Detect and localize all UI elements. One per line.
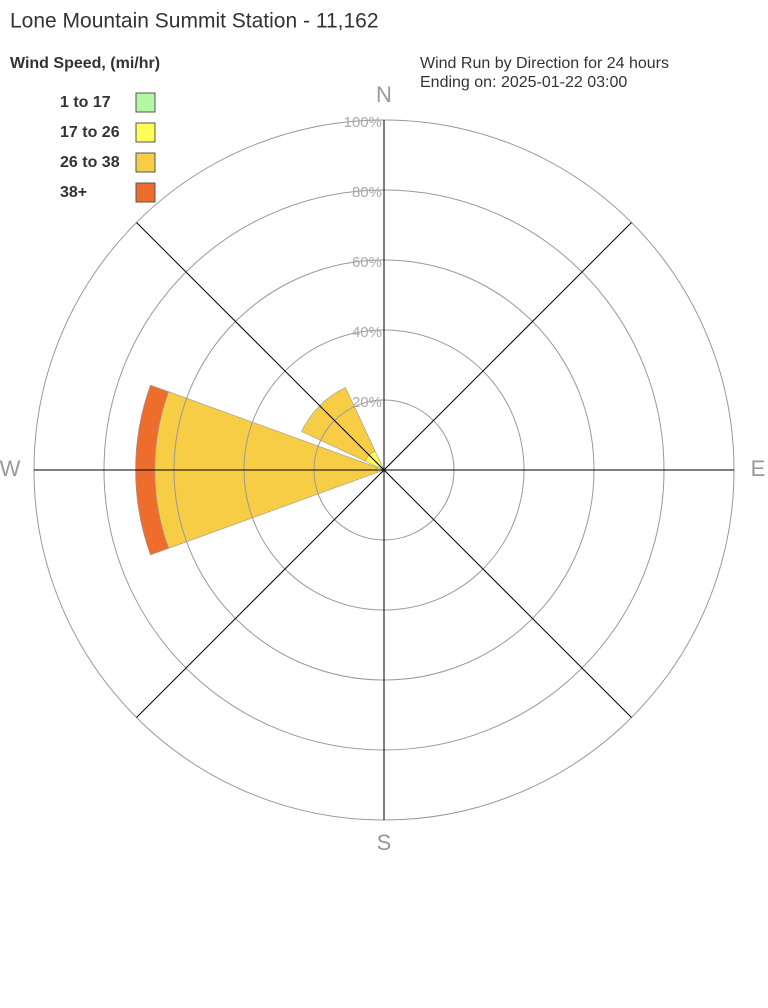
legend-label: 38+ bbox=[60, 184, 87, 201]
chart-title: Lone Mountain Summit Station - 11,162 bbox=[10, 10, 379, 33]
r-tick-label: 20% bbox=[352, 394, 382, 411]
r-tick-label: 40% bbox=[352, 324, 382, 341]
direction-label: N bbox=[376, 82, 392, 107]
legend-swatch bbox=[135, 182, 156, 203]
r-tick-label: 80% bbox=[352, 184, 382, 201]
r-tick-label: 100% bbox=[344, 114, 382, 131]
direction-label: W bbox=[0, 456, 21, 481]
direction-label: E bbox=[751, 456, 766, 481]
direction-label: S bbox=[377, 830, 392, 855]
legend-swatch bbox=[135, 152, 156, 173]
legend-label: 26 to 38 bbox=[60, 154, 120, 171]
subtitle: Wind Run by Direction for 24 hours bbox=[420, 55, 669, 72]
legend-title: Wind Speed, (mi/hr) bbox=[10, 55, 160, 72]
legend-label: 17 to 26 bbox=[60, 124, 120, 141]
spoke bbox=[136, 222, 632, 718]
legend-swatch bbox=[135, 92, 156, 113]
legend-swatch bbox=[135, 122, 156, 143]
legend-label: 1 to 17 bbox=[60, 94, 111, 111]
r-tick-label: 60% bbox=[352, 254, 382, 271]
subtitle: Ending on: 2025-01-22 03:00 bbox=[420, 74, 627, 91]
